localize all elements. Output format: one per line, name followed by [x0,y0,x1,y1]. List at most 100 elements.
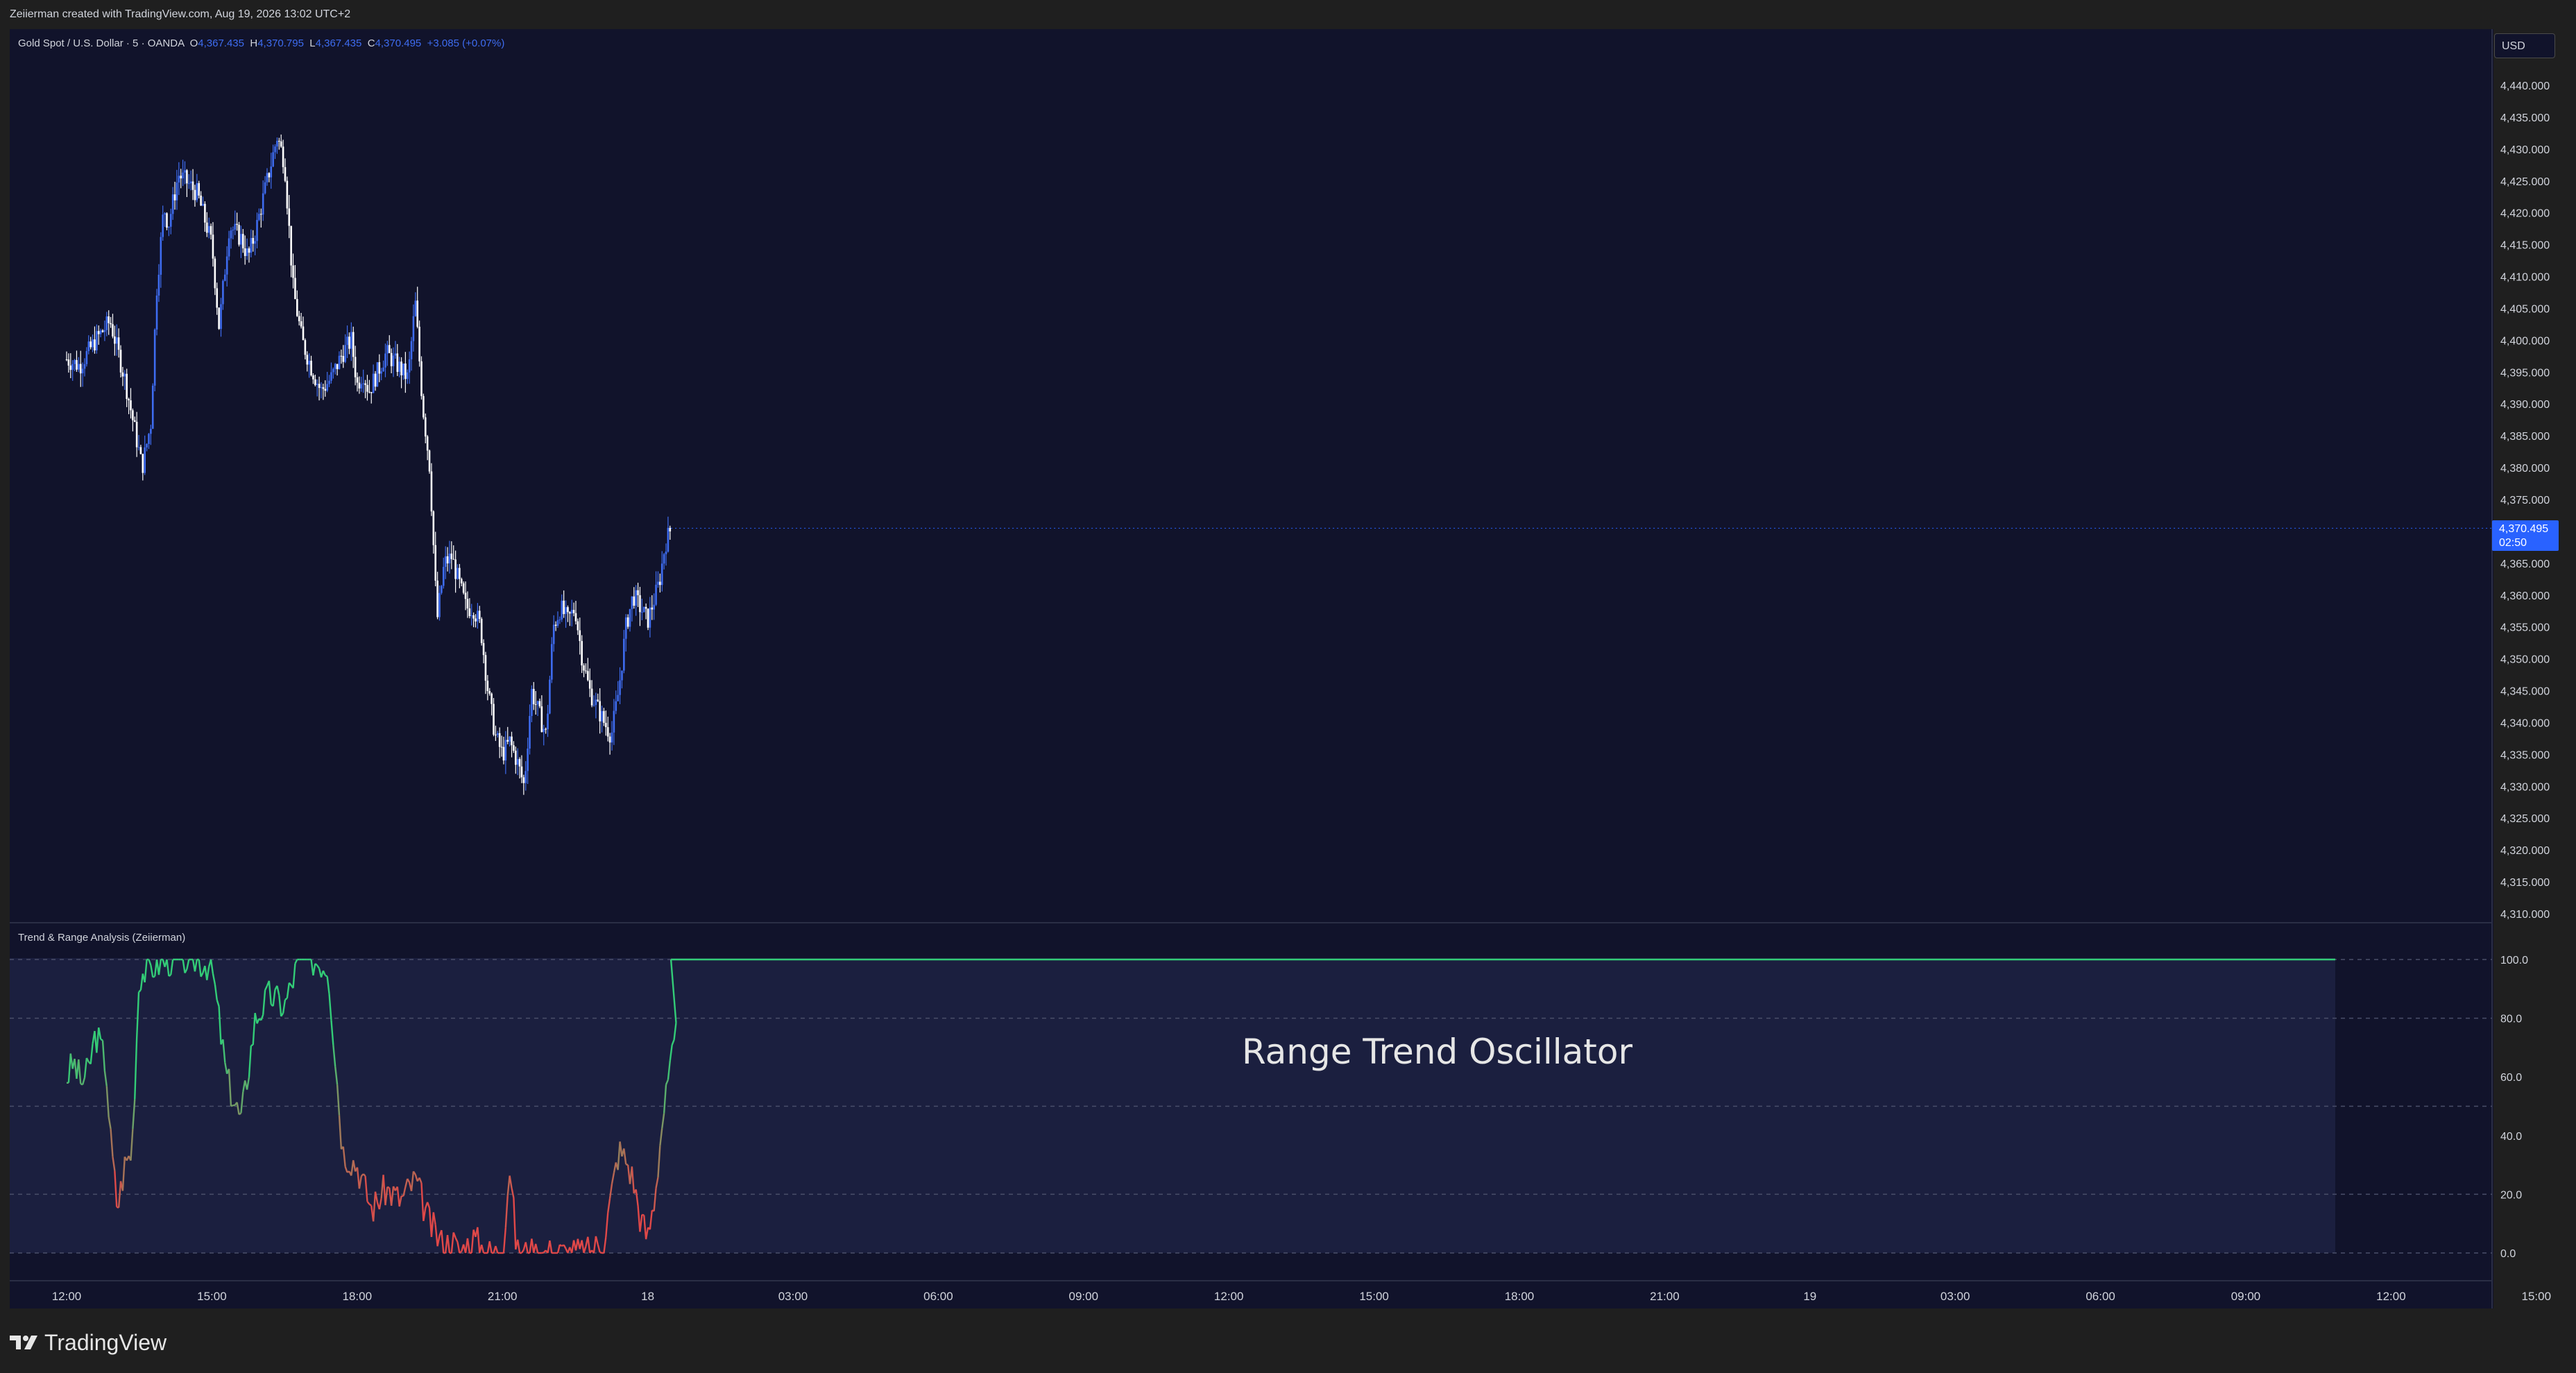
candle-body [556,620,559,626]
osc-segment [366,1201,370,1205]
osc-segment [374,1191,379,1203]
currency-button[interactable]: USD [2494,33,2555,58]
candle-body [660,563,663,586]
candle-body [230,230,232,239]
osc-segment [502,1227,507,1254]
osc-segment [587,1236,591,1254]
candle-body [202,203,204,206]
osc-segment [663,1084,667,1114]
osc-segment [608,1184,613,1199]
candle-body [151,385,154,429]
candle-body [436,580,438,617]
osc-segment [250,1043,254,1047]
candle-body [150,429,152,434]
time-tick-label: 15:00 [2522,1290,2552,1303]
candle-body [262,193,264,215]
candle-body [595,699,597,706]
price-tick-label: 4,345.000 [2500,686,2550,698]
price-axis[interactable]: 4,440.000 4,435.000 4,430.000 4,425.000 4,42… [2500,80,2550,921]
osc-segment [454,1237,459,1243]
candle-body [352,332,355,357]
osc-segment [134,1038,138,1100]
candle-body [534,704,537,706]
osc-segment [98,1027,102,1040]
candle-body [462,583,465,593]
osc-segment [89,1043,94,1064]
osc-segment [581,1240,585,1254]
osc-segment [423,1208,427,1222]
high-label: H [250,37,258,49]
candle-body [306,355,309,365]
candle-body [516,759,519,765]
candle-body [160,237,162,275]
time-tick-label: 09:00 [1069,1290,1099,1303]
candle-body [94,339,96,351]
candle-body [336,364,339,370]
candle-body [504,740,507,761]
candle-body [619,680,621,695]
osc-segment [364,1176,368,1202]
osc-segment [430,1212,435,1238]
osc-segment [611,1172,615,1184]
candle-body [162,214,164,237]
symbol-name[interactable]: Gold Spot / U.S. Dollar · 5 · OANDA [18,37,185,49]
osc-segment [390,1186,395,1206]
candle-body [187,183,190,185]
osc-segment [407,1178,411,1183]
candle-body [572,610,575,613]
candle-body [624,617,627,639]
candle-body [87,341,90,352]
time-tick-label: 19 [1803,1290,1816,1303]
candle-body [191,181,194,190]
price-tick-label: 4,380.000 [2500,463,2550,475]
candle-body [569,612,571,614]
candle-body [394,353,397,356]
osc-segment [182,959,186,973]
candle-body [280,141,282,147]
candle-body [360,384,363,389]
tradingview-logo[interactable]: TradingView [10,1327,167,1358]
price-tick-label: 4,355.000 [2500,622,2550,634]
candle-body [216,288,219,308]
osc-segment [605,1212,609,1238]
oscillator-axis[interactable]: 100.0 80.0 60.0 40.0 20.0 0.0 [2500,955,2528,1260]
osc-segment [210,959,214,974]
candle-body [69,365,72,370]
bar-countdown: 02:50 [2499,537,2527,549]
candle-body [457,568,459,579]
osc-segment [184,969,188,974]
candle-body [500,747,503,748]
indicator-title[interactable]: Trend & Range Analysis (Zeiierman) [18,932,186,944]
candle-body [228,238,230,257]
candle-body [545,728,547,730]
price-candles [65,134,672,795]
candle-body [464,592,467,599]
candle-body [655,584,657,605]
candle-body [350,332,352,349]
candle-body [538,701,541,707]
candle-body [543,728,545,733]
candle-body [396,353,399,372]
osc-segment [110,1129,114,1157]
candle-body [225,256,228,275]
osc-segment [228,1068,232,1107]
candle-body [198,183,201,196]
candle-body [452,558,455,560]
osc-segment [108,1116,112,1129]
candle-body [549,679,551,714]
osc-segment [583,1246,587,1254]
time-axis[interactable]: 12:00 15:00 18:00 21:00 18 03:00 06:00 09:00 12:… [52,1290,2551,1303]
price-tick-label: 4,425.000 [2500,176,2550,188]
candle-body [641,612,643,613]
osc-segment [506,1175,511,1196]
candle-body [89,341,92,348]
osc-segment [450,1232,454,1254]
candle-body [460,579,463,583]
osc-segment [410,1171,415,1191]
osc-segment [649,1210,653,1230]
candle-body [117,337,120,350]
candle-body [182,172,184,179]
candle-body [390,352,393,366]
osc-tick-label: 60.0 [2500,1072,2522,1084]
